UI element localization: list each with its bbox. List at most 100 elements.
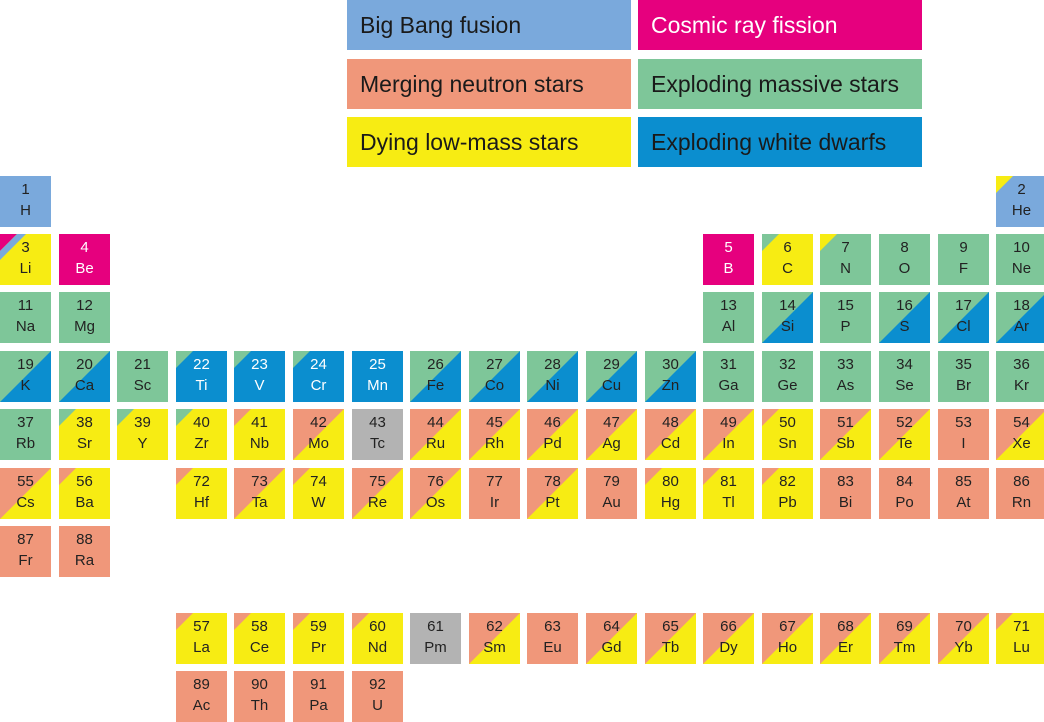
atomic-number: 50 <box>779 414 796 431</box>
element-symbol: At <box>956 494 971 511</box>
legend-wd: Exploding white dwarfs <box>638 117 922 167</box>
element-symbol: Rn <box>1011 494 1032 511</box>
element-swatch <box>527 351 578 402</box>
element-swatch <box>0 409 51 460</box>
atomic-number: 9 <box>959 239 968 256</box>
atomic-number: 71 <box>1013 618 1030 635</box>
atomic-number: 20 <box>76 356 93 373</box>
element-symbol: Nb <box>249 435 270 452</box>
element-swatch <box>176 671 227 722</box>
element-hf: 72 Hf <box>176 468 227 519</box>
element-symbol: Rh <box>484 435 505 452</box>
element-swatch <box>527 409 578 460</box>
element-cs: 55 Cs <box>0 468 51 519</box>
element-swatch <box>469 613 520 664</box>
legend-cr: Cosmic ray fission <box>638 0 922 50</box>
element-swatch <box>996 176 1044 227</box>
legend-bb: Big Bang fusion <box>347 0 631 50</box>
atomic-number: 42 <box>310 414 327 431</box>
element-zn: 30 Zn <box>645 351 696 402</box>
atomic-number: 59 <box>310 618 327 635</box>
element-symbol: Tl <box>722 494 735 511</box>
atomic-number: 48 <box>662 414 679 431</box>
element-swatch <box>0 351 51 402</box>
element-swatch <box>820 292 871 343</box>
element-os: 76 Os <box>410 468 461 519</box>
legend-label: Merging neutron stars <box>360 71 584 97</box>
atomic-number: 21 <box>134 356 151 373</box>
element-swatch <box>762 613 813 664</box>
atomic-number: 75 <box>369 473 386 490</box>
element-symbol: Pb <box>778 494 797 511</box>
element-as: 33 As <box>820 351 871 402</box>
element-symbol: Ra <box>74 552 95 569</box>
atomic-number: 82 <box>779 473 796 490</box>
element-symbol: H <box>20 202 31 219</box>
element-symbol: Zn <box>661 377 680 394</box>
element-symbol: K <box>20 377 31 394</box>
element-swatch <box>586 351 637 402</box>
atomic-number: 41 <box>251 414 268 431</box>
element-er: 68 Er <box>820 613 871 664</box>
atomic-number: 88 <box>76 531 93 548</box>
atomic-number: 90 <box>251 676 268 693</box>
element-swatch <box>410 613 461 664</box>
element-swatch <box>996 292 1044 343</box>
element-tc: 43 Tc <box>352 409 403 460</box>
element-swatch <box>234 671 285 722</box>
element-th: 90 Th <box>234 671 285 722</box>
element-swatch <box>586 409 637 460</box>
element-nd: 60 Nd <box>352 613 403 664</box>
element-swatch <box>703 234 754 285</box>
element-symbol: C <box>782 260 793 277</box>
element-swatch <box>645 613 696 664</box>
element-swatch <box>352 613 403 664</box>
atomic-number: 44 <box>427 414 444 431</box>
atomic-number: 81 <box>720 473 737 490</box>
atomic-number: 43 <box>369 414 386 431</box>
atomic-number: 46 <box>544 414 561 431</box>
element-symbol: Tc <box>370 435 385 452</box>
element-symbol: Lu <box>1013 639 1030 656</box>
element-symbol: Te <box>896 435 913 452</box>
atomic-number: 64 <box>603 618 620 635</box>
element-ru: 44 Ru <box>410 409 461 460</box>
element-swatch <box>117 409 168 460</box>
element-symbol: Ne <box>1011 260 1032 277</box>
atomic-number: 53 <box>955 414 972 431</box>
element-symbol: Ho <box>777 639 798 656</box>
element-xe: 54 Xe <box>996 409 1044 460</box>
element-ni: 28 Ni <box>527 351 578 402</box>
element-symbol: F <box>958 260 969 277</box>
element-symbol: Li <box>19 260 32 277</box>
atomic-number: 68 <box>837 618 854 635</box>
atomic-number: 38 <box>76 414 93 431</box>
element-swatch <box>176 351 227 402</box>
element-cl: 17 Cl <box>938 292 989 343</box>
element-swatch <box>59 234 110 285</box>
element-swatch <box>352 671 403 722</box>
element-swatch <box>469 351 520 402</box>
atomic-number: 92 <box>369 676 386 693</box>
element-symbol: Au <box>602 494 621 511</box>
element-swatch <box>996 234 1044 285</box>
legend-label: Exploding white dwarfs <box>651 129 887 155</box>
atomic-number: 3 <box>21 239 30 256</box>
element-hg: 80 Hg <box>645 468 696 519</box>
element-symbol: Pd <box>543 435 562 452</box>
element-symbol: Se <box>895 377 914 394</box>
element-symbol: He <box>1011 202 1032 219</box>
element-in: 49 In <box>703 409 754 460</box>
atomic-number: 33 <box>837 356 854 373</box>
element-swatch <box>59 351 110 402</box>
element-symbol: Hg <box>660 494 681 511</box>
atomic-number: 6 <box>783 239 792 256</box>
atomic-number: 61 <box>427 618 444 635</box>
element-ne: 10 Ne <box>996 234 1044 285</box>
element-symbol: Yb <box>954 639 973 656</box>
atomic-number: 60 <box>369 618 386 635</box>
atomic-number: 49 <box>720 414 737 431</box>
atomic-number: 19 <box>17 356 34 373</box>
element-symbol: B <box>723 260 734 277</box>
atomic-number: 39 <box>134 414 151 431</box>
